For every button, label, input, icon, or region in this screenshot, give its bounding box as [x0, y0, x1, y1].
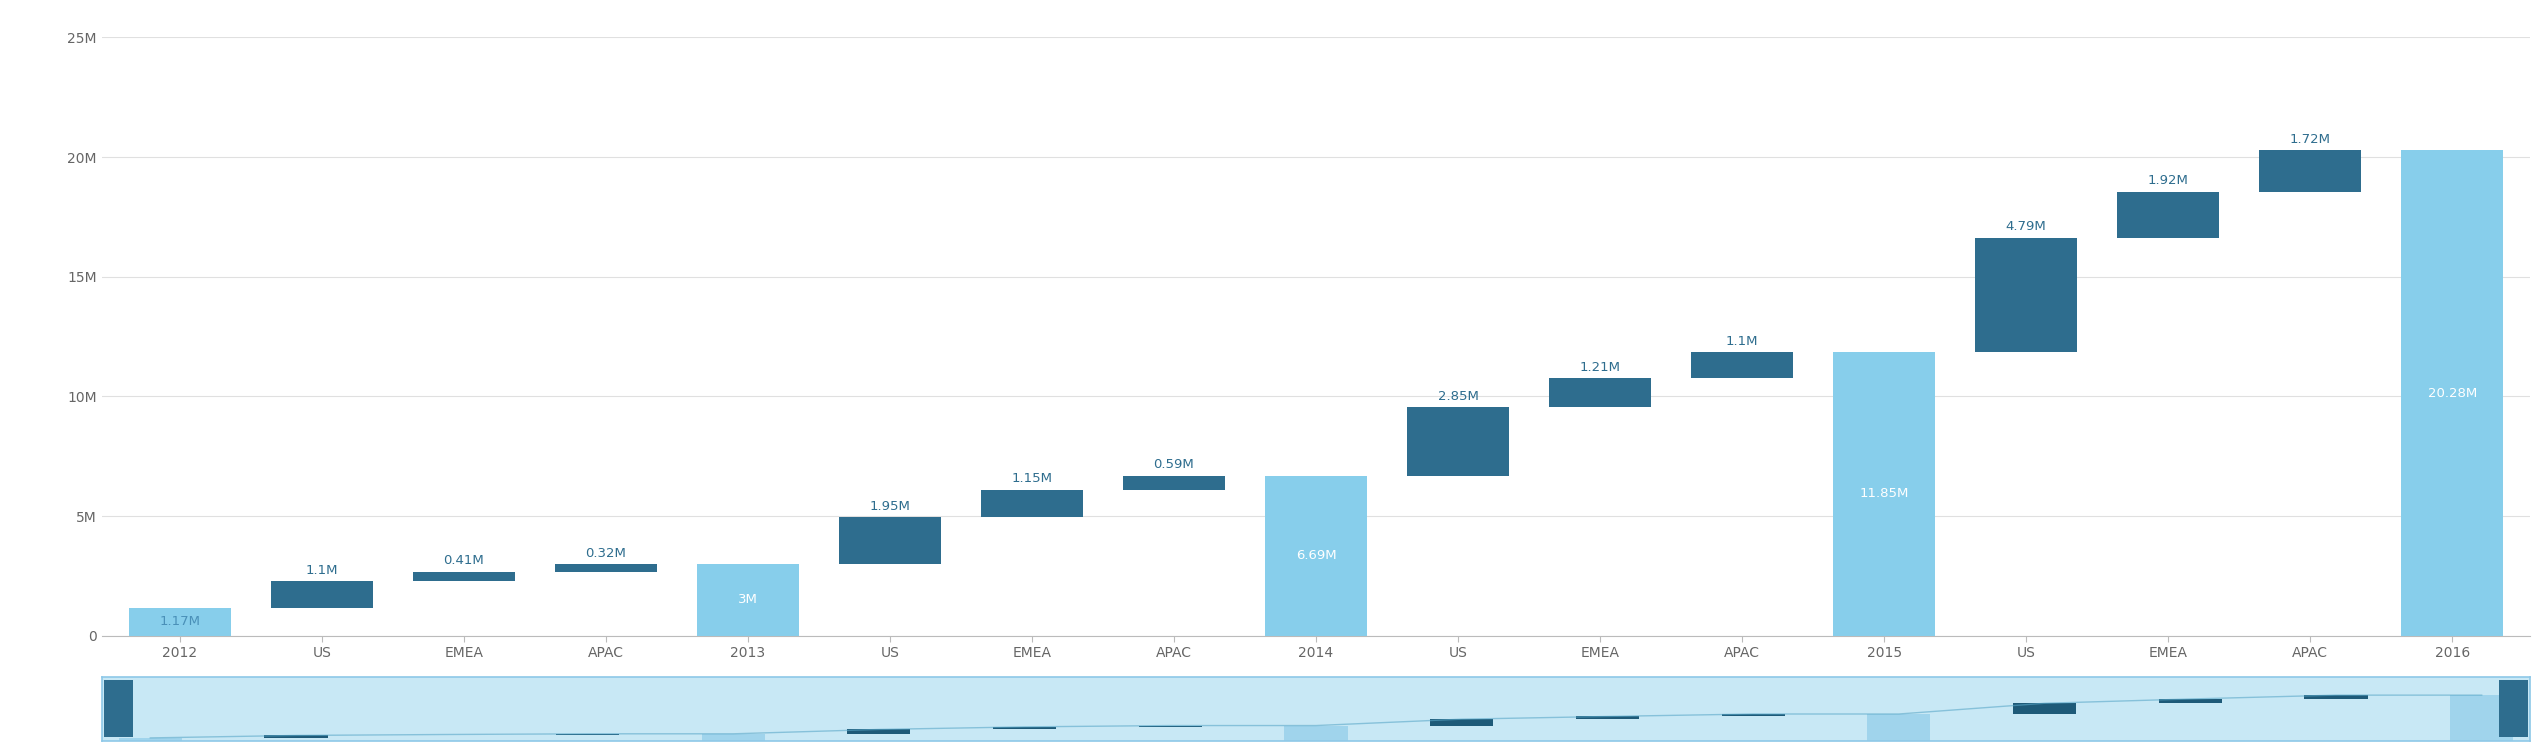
Text: 20.28M: 20.28M [2429, 387, 2477, 399]
Bar [554, 564, 656, 571]
Bar [1549, 378, 1650, 408]
Bar [1124, 476, 1226, 490]
Bar [2401, 150, 2502, 636]
Bar [264, 735, 328, 738]
Bar [2449, 695, 2512, 741]
Bar [2159, 699, 2223, 703]
Bar [1406, 408, 1508, 476]
Bar [697, 564, 799, 636]
Bar [2014, 703, 2075, 714]
Text: 0.59M: 0.59M [1155, 459, 1195, 471]
Bar [120, 738, 183, 741]
Bar [847, 729, 910, 734]
Text: 0.41M: 0.41M [442, 554, 483, 567]
Bar [2258, 150, 2362, 191]
Text: 1.17M: 1.17M [160, 616, 201, 628]
Text: 1.95M: 1.95M [870, 500, 910, 513]
Text: 1.92M: 1.92M [2149, 174, 2190, 187]
Bar [270, 581, 374, 608]
Bar [1139, 726, 1203, 727]
Bar [1264, 476, 1368, 636]
Text: 2.85M: 2.85M [1437, 390, 1477, 403]
Bar [1577, 717, 1640, 719]
Text: 0.32M: 0.32M [585, 547, 626, 560]
Bar [2116, 191, 2220, 238]
Bar [982, 490, 1083, 518]
Text: 4.79M: 4.79M [2006, 220, 2047, 233]
Bar [2500, 680, 2528, 738]
Text: 1.72M: 1.72M [2289, 133, 2329, 146]
Bar [839, 518, 941, 564]
Bar [412, 571, 516, 581]
Text: 1.21M: 1.21M [1579, 361, 1620, 374]
Bar [1976, 238, 2078, 352]
Bar [2304, 695, 2368, 699]
Text: 3M: 3M [737, 593, 758, 607]
Bar [1722, 714, 1785, 717]
Bar [1429, 719, 1493, 726]
Bar [1691, 352, 1793, 378]
Bar [1834, 352, 1935, 636]
Bar [1867, 714, 1930, 741]
Bar [130, 608, 231, 636]
Text: 11.85M: 11.85M [1859, 488, 1910, 500]
Text: 1.15M: 1.15M [1012, 473, 1053, 485]
Bar [992, 727, 1055, 729]
Bar [702, 734, 765, 741]
Bar [104, 680, 132, 738]
Text: 1.1M: 1.1M [305, 564, 338, 577]
Bar [1284, 726, 1348, 741]
Text: 1.1M: 1.1M [1727, 335, 1757, 348]
Text: 6.69M: 6.69M [1297, 549, 1335, 562]
